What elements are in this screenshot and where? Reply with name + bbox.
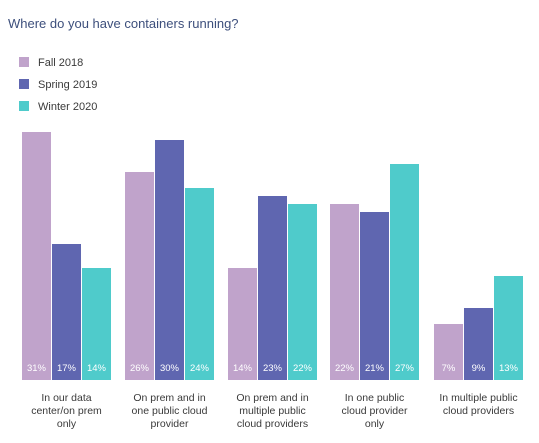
legend-swatch-2 [19,79,29,89]
category-label-3-line-3: cloud providers [237,418,308,430]
bar-value-label-2-2: 30% [160,363,180,374]
bar-value-label-2-1: 17% [57,363,77,374]
bar-2-4 [360,212,389,380]
category-label-5-line-1: In multiple public [439,392,517,404]
bar-3-4 [390,164,419,380]
bar-value-label-3-4: 27% [395,363,415,374]
category-label-2-line-1: On prem and in [133,392,206,404]
legend-label-3: Winter 2020 [38,101,97,113]
bar-2-1 [52,244,81,380]
category-label-4-line-3: only [365,418,385,430]
bar-value-label-2-5: 9% [472,363,486,374]
category-label-3-line-2: multiple public [239,405,306,417]
bar-1-5 [434,324,463,380]
bar-area: 31% 26% 14% 22% 7% 17% 30% 23% 21% 9% 14% 24% 22% 27%… [22,132,523,380]
bar-1-2 [125,172,154,380]
bar-1-4 [330,204,359,380]
category-label-2-line-3: provider [151,418,189,430]
legend-label-1: Fall 2018 [38,57,83,69]
bar-value-label-1-2: 26% [130,363,150,374]
category-label-3-line-1: On prem and in [236,392,309,404]
legend-swatch-3 [19,101,29,111]
bar-value-label-2-3: 23% [263,363,283,374]
bar-2-3 [258,196,287,380]
bar-value-label-3-5: 13% [499,363,519,374]
category-label-5-line-2: cloud providers [443,405,514,417]
chart-title: Where do you have containers running? [8,16,239,31]
bar-value-label-3-2: 24% [190,363,210,374]
bar-1-3 [228,268,257,380]
bar-value-label-2-4: 21% [365,363,385,374]
legend-label-2: Spring 2019 [38,79,97,91]
legend: Fall 2018 Spring 2019 Winter 2020 [19,57,97,113]
category-label-4-line-1: In one public [345,392,405,404]
bar-value-label-1-3: 14% [233,363,253,374]
bar-value-label-3-1: 14% [87,363,107,374]
category-label-4-line-2: cloud provider [342,405,408,417]
bar-3-2 [185,188,214,380]
legend-swatch-1 [19,57,29,67]
category-label-1-line-1: In our data [41,392,91,404]
bar-value-label-1-4: 22% [335,363,355,374]
bar-3-5 [494,276,523,380]
category-label-1-line-2: center/on prem [31,405,102,417]
bar-value-label-1-1: 31% [27,363,47,374]
bar-3-3 [288,204,317,380]
bar-3-1 [82,268,111,380]
bar-value-label-1-5: 7% [442,363,456,374]
bar-1-1 [22,132,51,380]
category-label-1-line-3: only [57,418,77,430]
bar-2-2 [155,140,184,380]
bar-value-label-3-3: 22% [293,363,313,374]
bar-2-5 [464,308,493,380]
category-label-2-line-2: one public cloud [132,405,208,417]
